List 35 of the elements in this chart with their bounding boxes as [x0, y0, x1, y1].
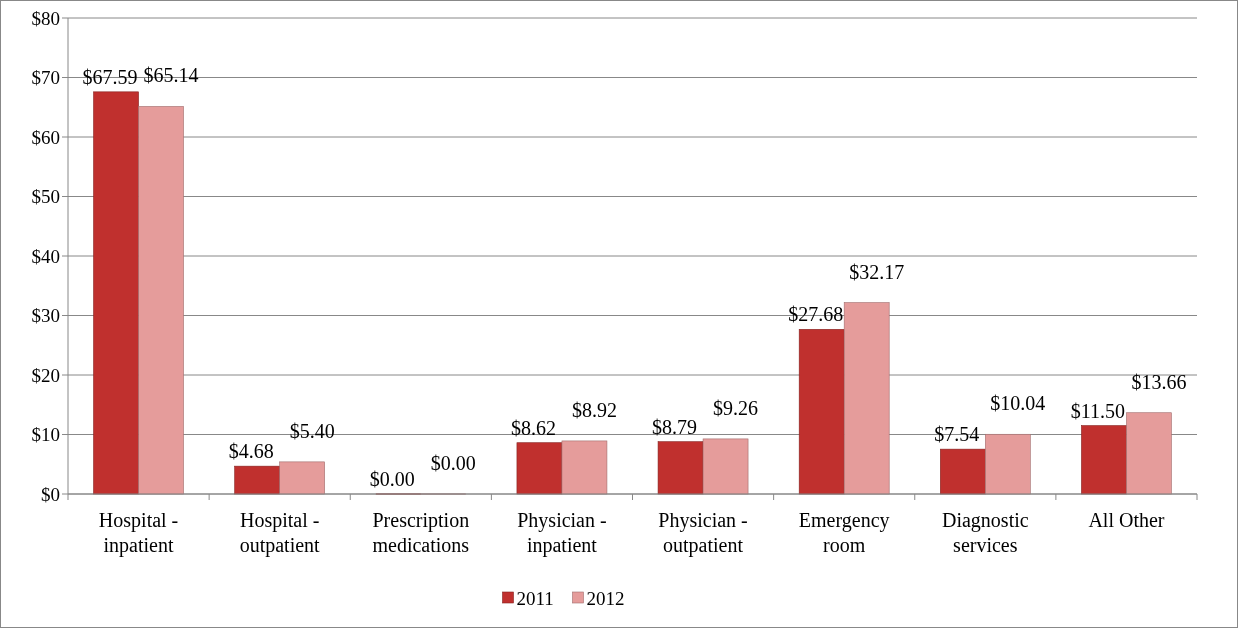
data-label: $11.50 — [1070, 399, 1126, 422]
y-tick-label: $50 — [31, 186, 60, 208]
data-label: $8.92 — [571, 398, 617, 421]
y-tick-label: $0 — [41, 483, 60, 505]
y-tick-label: $80 — [31, 7, 60, 29]
data-label: $7.54 — [934, 423, 980, 446]
y-tick-label: $40 — [31, 245, 60, 267]
x-tick-label: Physician - inpatient — [517, 509, 607, 557]
data-label: $0.00 — [369, 468, 415, 490]
data-label: $67.59 — [82, 65, 138, 88]
x-tick-label: Hospital - outpatient — [239, 509, 321, 557]
data-label: $65.14 — [143, 64, 199, 87]
data-label: $8.79 — [652, 415, 698, 438]
x-tick-label: Diagnostic services — [941, 509, 1029, 556]
y-tick-label: $10 — [31, 424, 60, 446]
legend-label: 2012 — [586, 587, 625, 609]
data-label: $27.68 — [788, 303, 844, 326]
x-tick-label: Hospital - inpatient — [98, 509, 179, 557]
y-tick-label: $70 — [31, 67, 60, 89]
data-label: $9.26 — [713, 396, 759, 419]
data-label: $13.66 — [1131, 370, 1187, 393]
data-label: $32.17 — [849, 260, 905, 283]
data-label: $0.00 — [430, 452, 476, 474]
y-tick-label: $20 — [31, 364, 60, 386]
y-tick-label: $30 — [31, 305, 60, 327]
data-label: $8.62 — [510, 416, 556, 439]
data-label: $5.40 — [289, 419, 335, 442]
x-tick-label: All Other — [1088, 509, 1165, 531]
x-tick-label: Prescription medications — [372, 509, 470, 556]
data-label: $10.04 — [990, 392, 1046, 415]
y-tick-label: $60 — [31, 126, 60, 148]
data-label: $4.68 — [228, 440, 274, 463]
legend-label: 2011 — [516, 587, 554, 609]
x-tick-label: Physician - outpatient — [658, 509, 748, 557]
x-tick-label: Emergency room — [798, 509, 890, 556]
